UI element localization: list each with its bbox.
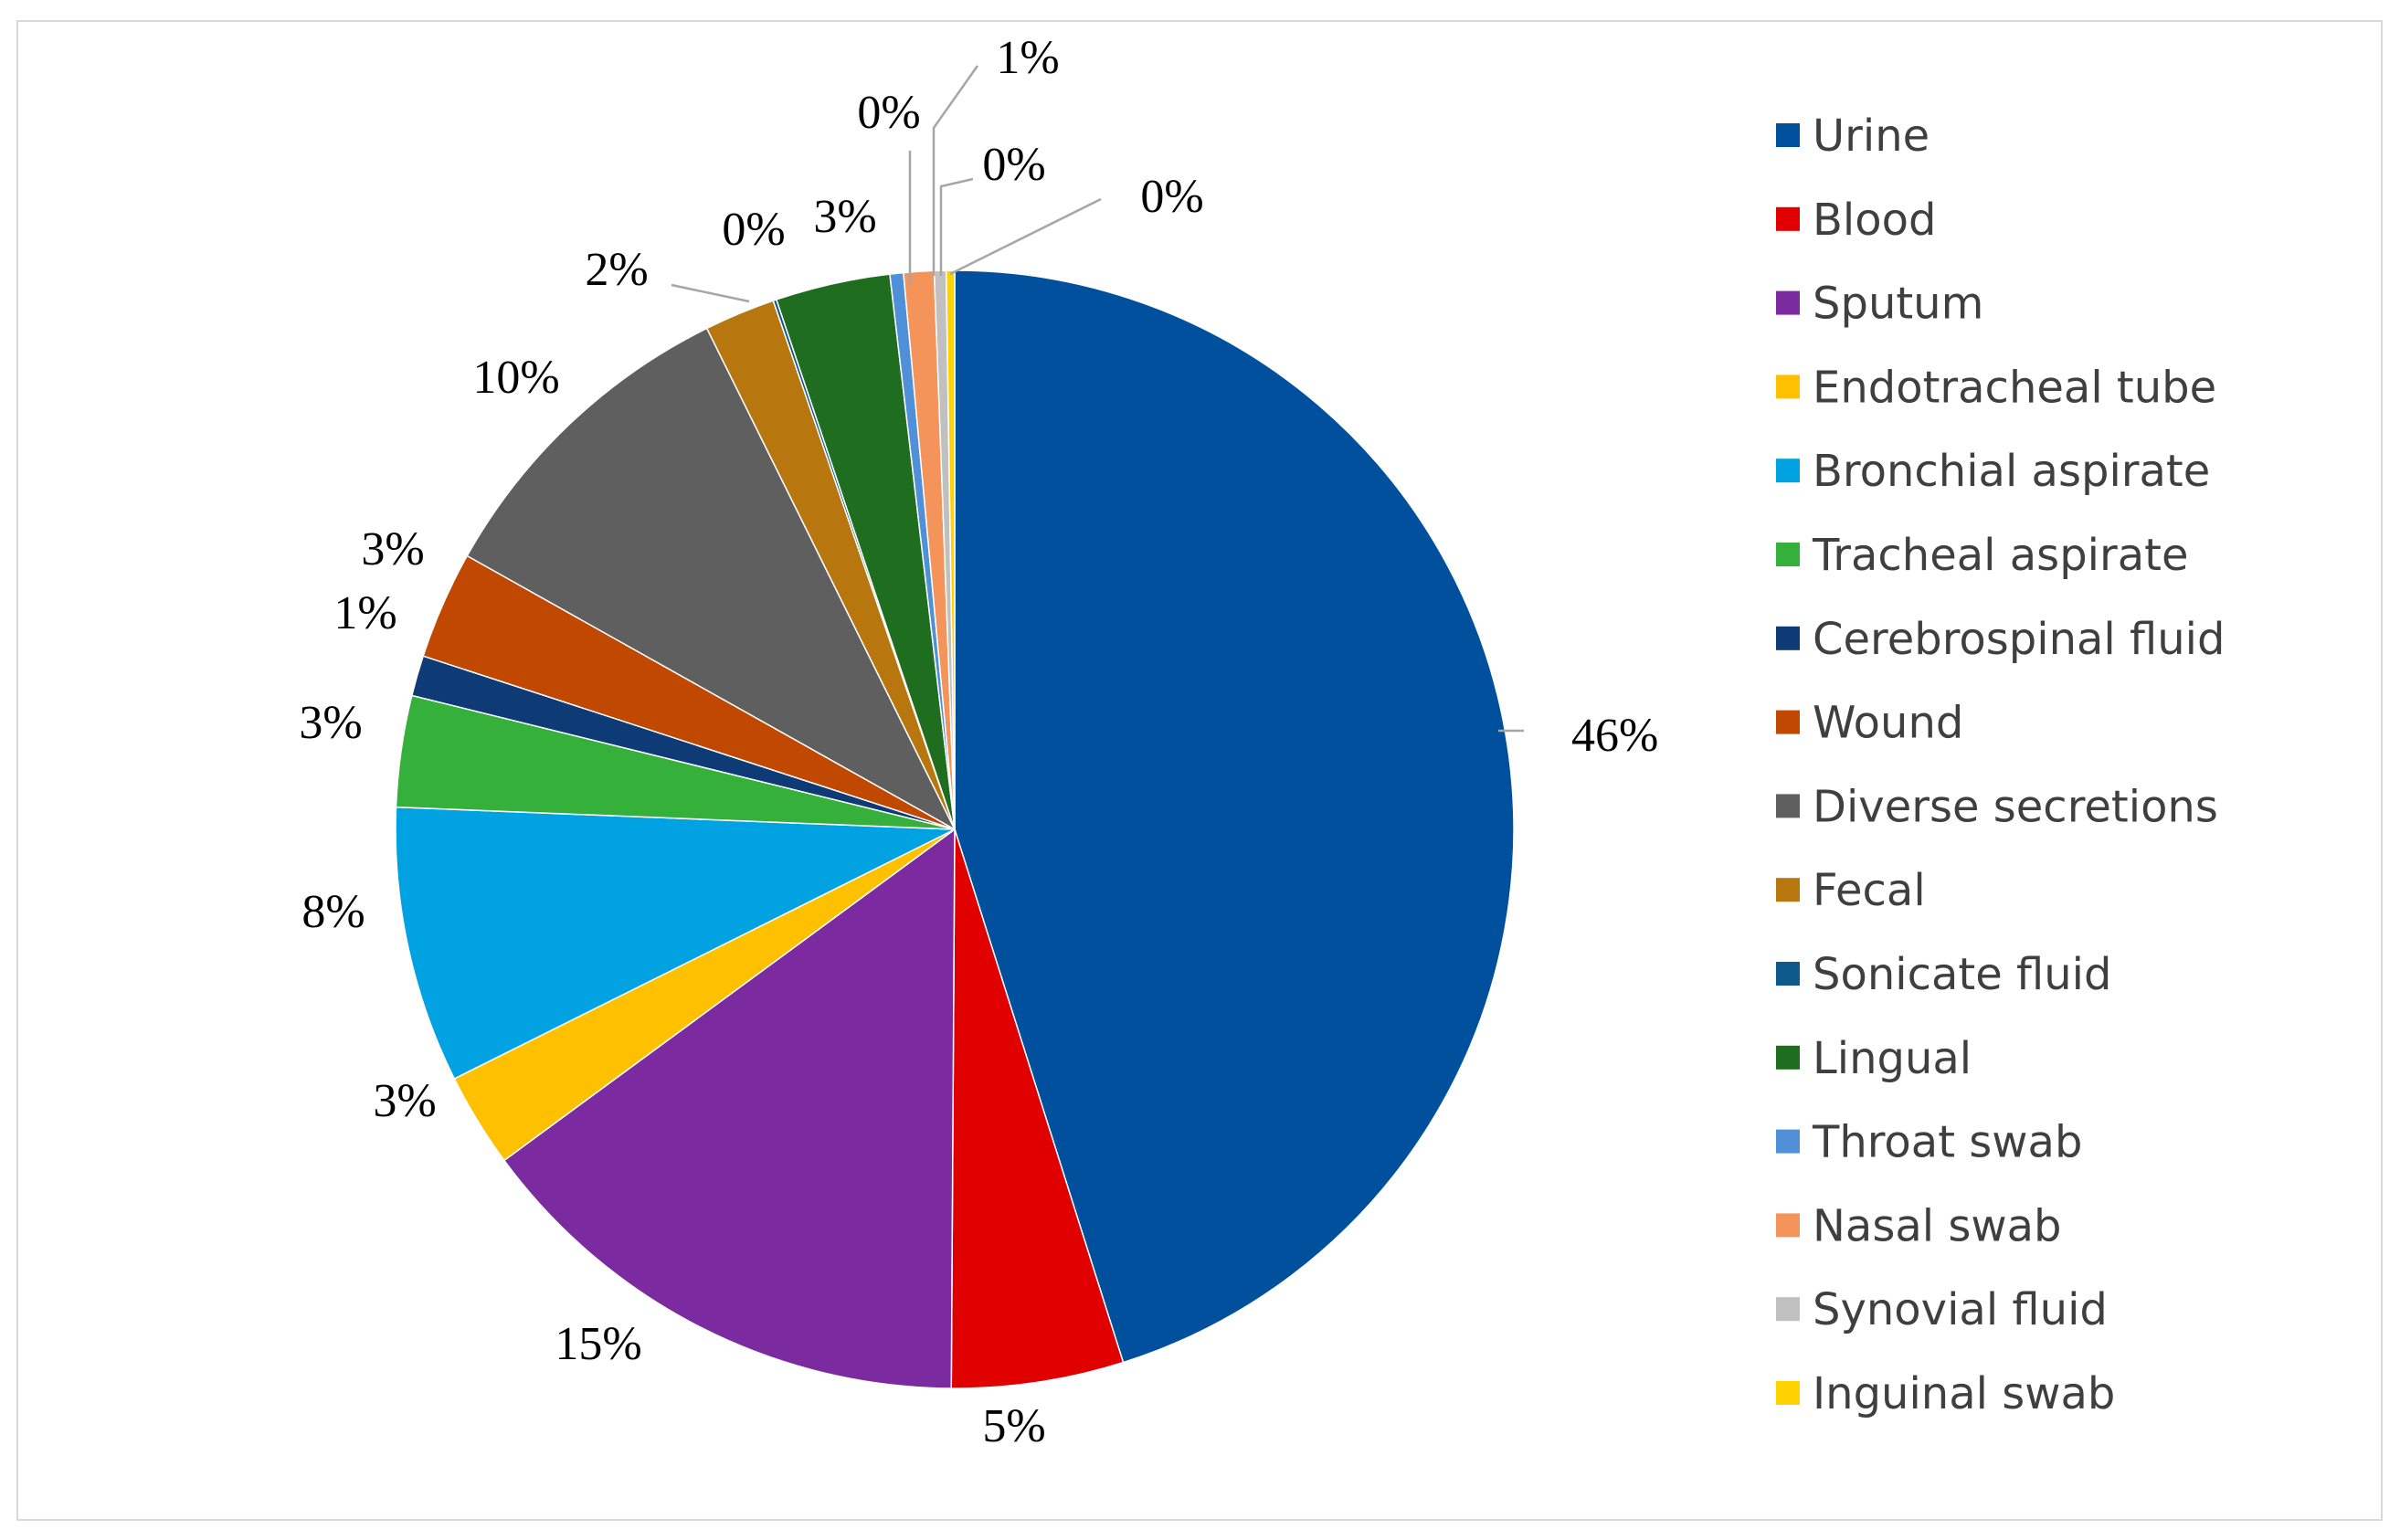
leader-line-inguinal-swab	[949, 197, 1102, 276]
legend-swatch-endotracheal-tube	[1776, 374, 1800, 399]
legend-swatch-blood	[1776, 206, 1800, 231]
legend-swatch-diverse-secretions	[1776, 794, 1800, 818]
legend-label-throat-swab: Throat swab	[1812, 1117, 2082, 1168]
data-label-urine: 46%	[1571, 710, 1658, 762]
slice-urine	[954, 269, 1515, 1364]
data-label-blood: 5%	[982, 1400, 1045, 1452]
data-label-diverse-secretions: 10%	[472, 352, 559, 404]
legend-swatch-sputum	[1776, 290, 1800, 315]
data-label-cerebrospinal-fluid: 1%	[333, 587, 396, 639]
legend-label-synovial-fluid: Synovial fluid	[1813, 1284, 2108, 1335]
legend-swatch-lingual	[1776, 1045, 1800, 1070]
legend-label-diverse-secretions: Diverse secretions	[1813, 781, 2218, 832]
leader-line-synovial-fluid	[939, 177, 974, 276]
legend-label-inguinal-swab: Inguinal swab	[1813, 1368, 2115, 1419]
data-label-nasal-swab: 1%	[996, 32, 1059, 84]
data-label-inguinal-swab: 0%	[1140, 171, 1203, 223]
legend-label-sonicate-fluid: Sonicate fluid	[1813, 949, 2111, 1000]
legend-swatch-inguinal-swab	[1776, 1381, 1800, 1405]
legend-label-blood: Blood	[1813, 195, 1936, 246]
data-label-throat-swab: 0%	[857, 87, 920, 139]
data-labels: 46% 5% 15% 3% 8% 3% 1% 3% 10% 2% 0% 3% 0% 1% 0% 0%	[299, 32, 1658, 1452]
slice-bronchial-aspirate	[395, 806, 956, 1080]
pie-slices	[395, 269, 1515, 1389]
legend-label-urine: Urine	[1813, 111, 1930, 162]
slice-inguinal-swab	[945, 269, 956, 830]
legend-label-nasal-swab: Nasal swab	[1813, 1200, 2061, 1251]
leader-line-nasal-swab	[932, 65, 979, 276]
legend-swatch-tracheal-aspirate	[1776, 543, 1800, 566]
leader-line-fecal	[671, 283, 750, 303]
data-label-endotracheal-tube: 3%	[373, 1075, 436, 1127]
legend-label-cerebrospinal-fluid: Cerebrospinal fluid	[1813, 614, 2225, 665]
slice-blood	[950, 828, 1125, 1389]
legend-label-tracheal-aspirate: Tracheal aspirate	[1812, 530, 2189, 581]
data-label-fecal: 2%	[585, 244, 648, 296]
legend-label-endotracheal-tube: Endotracheal tube	[1813, 362, 2216, 413]
data-label-sonicate-fluid: 0%	[722, 204, 785, 256]
legend-label-bronchial-aspirate: Bronchial aspirate	[1813, 446, 2210, 497]
data-label-wound: 3%	[361, 523, 424, 575]
legend-label-wound: Wound	[1813, 698, 1963, 749]
legend: Urine Blood Sputum Endotracheal tube Bronchi…	[1776, 111, 2225, 1419]
data-label-synovial-fluid: 0%	[982, 139, 1045, 191]
legend-label-fecal: Fecal	[1813, 865, 1926, 916]
legend-swatch-throat-swab	[1776, 1129, 1800, 1154]
legend-swatch-wound	[1776, 710, 1800, 734]
legend-swatch-synovial-fluid	[1776, 1297, 1800, 1322]
legend-swatch-urine	[1776, 123, 1800, 147]
slice-sputum	[502, 828, 956, 1389]
slice-diverse-secretions	[466, 327, 957, 831]
data-label-tracheal-aspirate: 3%	[299, 697, 362, 749]
legend-swatch-bronchial-aspirate	[1776, 459, 1800, 483]
legend-label-sputum: Sputum	[1813, 279, 1983, 330]
legend-swatch-cerebrospinal-fluid	[1776, 626, 1800, 650]
data-label-lingual: 3%	[813, 191, 876, 243]
legend-swatch-sonicate-fluid	[1776, 962, 1800, 986]
leader-lines	[671, 65, 1524, 733]
data-label-bronchial-aspirate: 8%	[301, 886, 365, 938]
legend-swatch-fecal	[1776, 878, 1800, 902]
legend-swatch-nasal-swab	[1776, 1213, 1800, 1238]
data-label-sputum: 15%	[555, 1318, 641, 1370]
legend-label-lingual: Lingual	[1813, 1033, 1972, 1084]
